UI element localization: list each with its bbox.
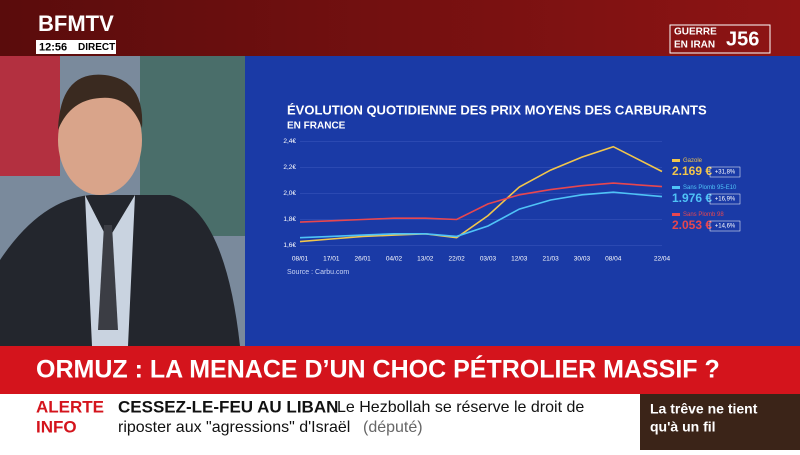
series-line [299, 191, 663, 239]
x-tick-label: 26/01 [355, 256, 372, 263]
headline: ORMUZ : LA MENACE D’UN CHOC PÉTROLIER MA… [36, 355, 720, 384]
x-tick-label: 21/03 [542, 256, 559, 263]
ticker-text: Le Hezbollah se réserve le droit de [337, 399, 584, 416]
promo-text: qu'à un fil [650, 419, 716, 435]
presenter-face [58, 85, 142, 195]
series-line [299, 182, 663, 223]
series-line [299, 145, 663, 243]
legend-label: Sans Plomb 95-E10 [683, 185, 737, 191]
presenter-tie [98, 225, 118, 330]
x-tick-label: 13/02 [417, 256, 434, 263]
legend-swatch [672, 159, 680, 162]
value-label: 1.976 € [672, 191, 712, 205]
legend-swatch [672, 186, 680, 189]
alert-label: INFO [36, 417, 77, 436]
change-box [709, 166, 741, 178]
y-tick-label: 2,2€ [283, 164, 296, 171]
live-label: DIRECT [78, 42, 115, 53]
ticker-title: CESSEZ-LE-FEU AU LIBAN [118, 397, 338, 416]
x-tick-label: 30/03 [574, 256, 591, 263]
y-tick-label: 1,6€ [283, 242, 296, 249]
value-label: 2.053 € [672, 218, 712, 232]
tag-box [669, 24, 771, 54]
promo-text: La trêve ne tient [650, 401, 758, 417]
change-box [709, 220, 741, 232]
change-box [709, 193, 741, 205]
x-tick-label: 04/02 [386, 256, 403, 263]
ticker-source: (député) [363, 419, 423, 436]
alert-label: ALERTE [36, 397, 104, 416]
y-tick-label: 2,0€ [283, 190, 296, 197]
legend-label: Sans Plomb 98 [683, 212, 724, 218]
ticker-text: riposter aux "agressions" d'Israël [118, 419, 350, 436]
x-tick-label: 08/04 [605, 256, 622, 263]
chart-subtitle: EN FRANCE [287, 121, 346, 132]
change-label: +16,9% [715, 197, 736, 203]
x-tick-label: 08/01 [292, 256, 309, 263]
x-tick-label: 17/01 [323, 256, 340, 263]
tag-line: GUERRE [674, 27, 717, 38]
tag-line: EN IRAN [674, 40, 715, 51]
clock: 12:56 [39, 41, 67, 53]
chart-source: Source : Carbu.com [287, 269, 349, 276]
x-tick-label: 22/04 [654, 256, 671, 263]
headline-bar [0, 346, 800, 394]
y-tick-label: 1,8€ [283, 216, 296, 223]
presenter-hair [58, 74, 143, 130]
y-tick-label: 2,4€ [283, 138, 296, 145]
change-label: +31,8% [715, 170, 736, 176]
channel-logo: BFMTV [38, 11, 114, 36]
legend-label: Gazole [683, 158, 703, 164]
x-tick-label: 03/03 [480, 256, 497, 263]
chart-panel [245, 56, 800, 346]
promo-image [640, 394, 800, 450]
plot: 1,6€ 1,8€ 2,0€ 2,2€ 2,4€ 08/01 17/01 26/01 04/02… [283, 138, 741, 263]
top-bar [0, 0, 800, 56]
change-label: +14,6% [715, 224, 736, 230]
chart-title: ÉVOLUTION QUOTIDIENNE DES PRIX MOYENS DE… [287, 102, 707, 117]
studio-art [0, 56, 60, 176]
tag-day: J56 [726, 28, 759, 50]
x-tick-label: 22/02 [448, 256, 465, 263]
value-label: 2.169 € [672, 164, 712, 178]
x-tick-label: 12/03 [511, 256, 528, 263]
clock-box [36, 40, 116, 54]
legend-swatch [672, 213, 680, 216]
